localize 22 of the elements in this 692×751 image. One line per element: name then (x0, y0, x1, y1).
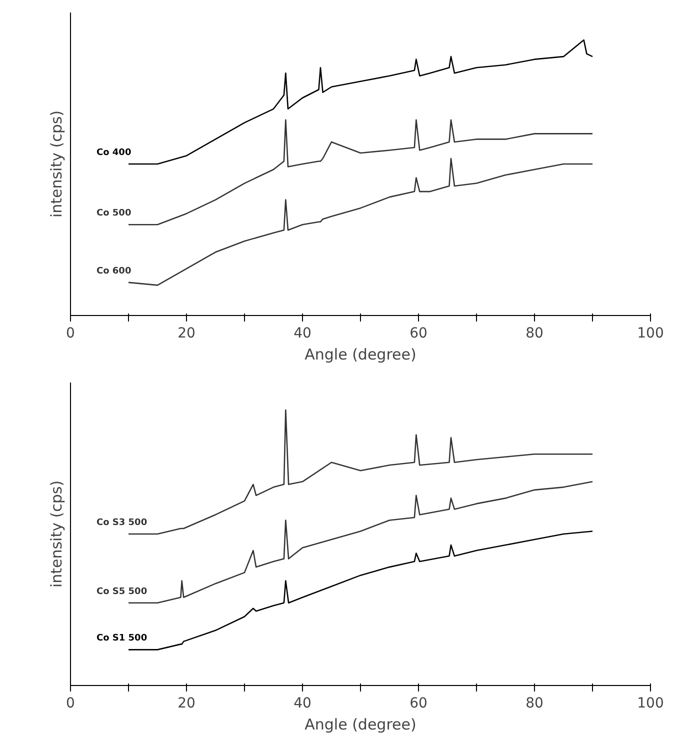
x-tick-label: 100 (637, 326, 664, 342)
series-label: Co 400 (96, 148, 132, 158)
x-tick-label: 0 (66, 326, 75, 342)
y-axis-title: intensity (cps) (48, 110, 66, 218)
series-label: Co S3 500 (96, 518, 148, 528)
x-tick-label: 80 (526, 326, 544, 342)
x-tick-label: 40 (294, 326, 312, 342)
series-label: Co S1 500 (96, 634, 148, 644)
x-axis-title: Angle (degree) (304, 716, 416, 734)
x-tick-label: 60 (410, 696, 428, 712)
x-tick-label: 20 (178, 696, 196, 712)
series-label: Co S5 500 (96, 586, 148, 597)
series-label: Co 600 (96, 266, 132, 276)
x-tick-label: 0 (66, 696, 75, 712)
series-label: Co 500 (96, 208, 132, 219)
x-tick-label: 60 (410, 326, 428, 342)
x-tick-label: 40 (294, 696, 312, 712)
x-tick-label: 20 (178, 326, 196, 342)
x-axis-title: Angle (degree) (304, 346, 416, 364)
y-axis-title: intensity (cps) (48, 480, 66, 588)
x-tick-label: 80 (526, 696, 544, 712)
x-tick-label: 100 (637, 696, 664, 712)
